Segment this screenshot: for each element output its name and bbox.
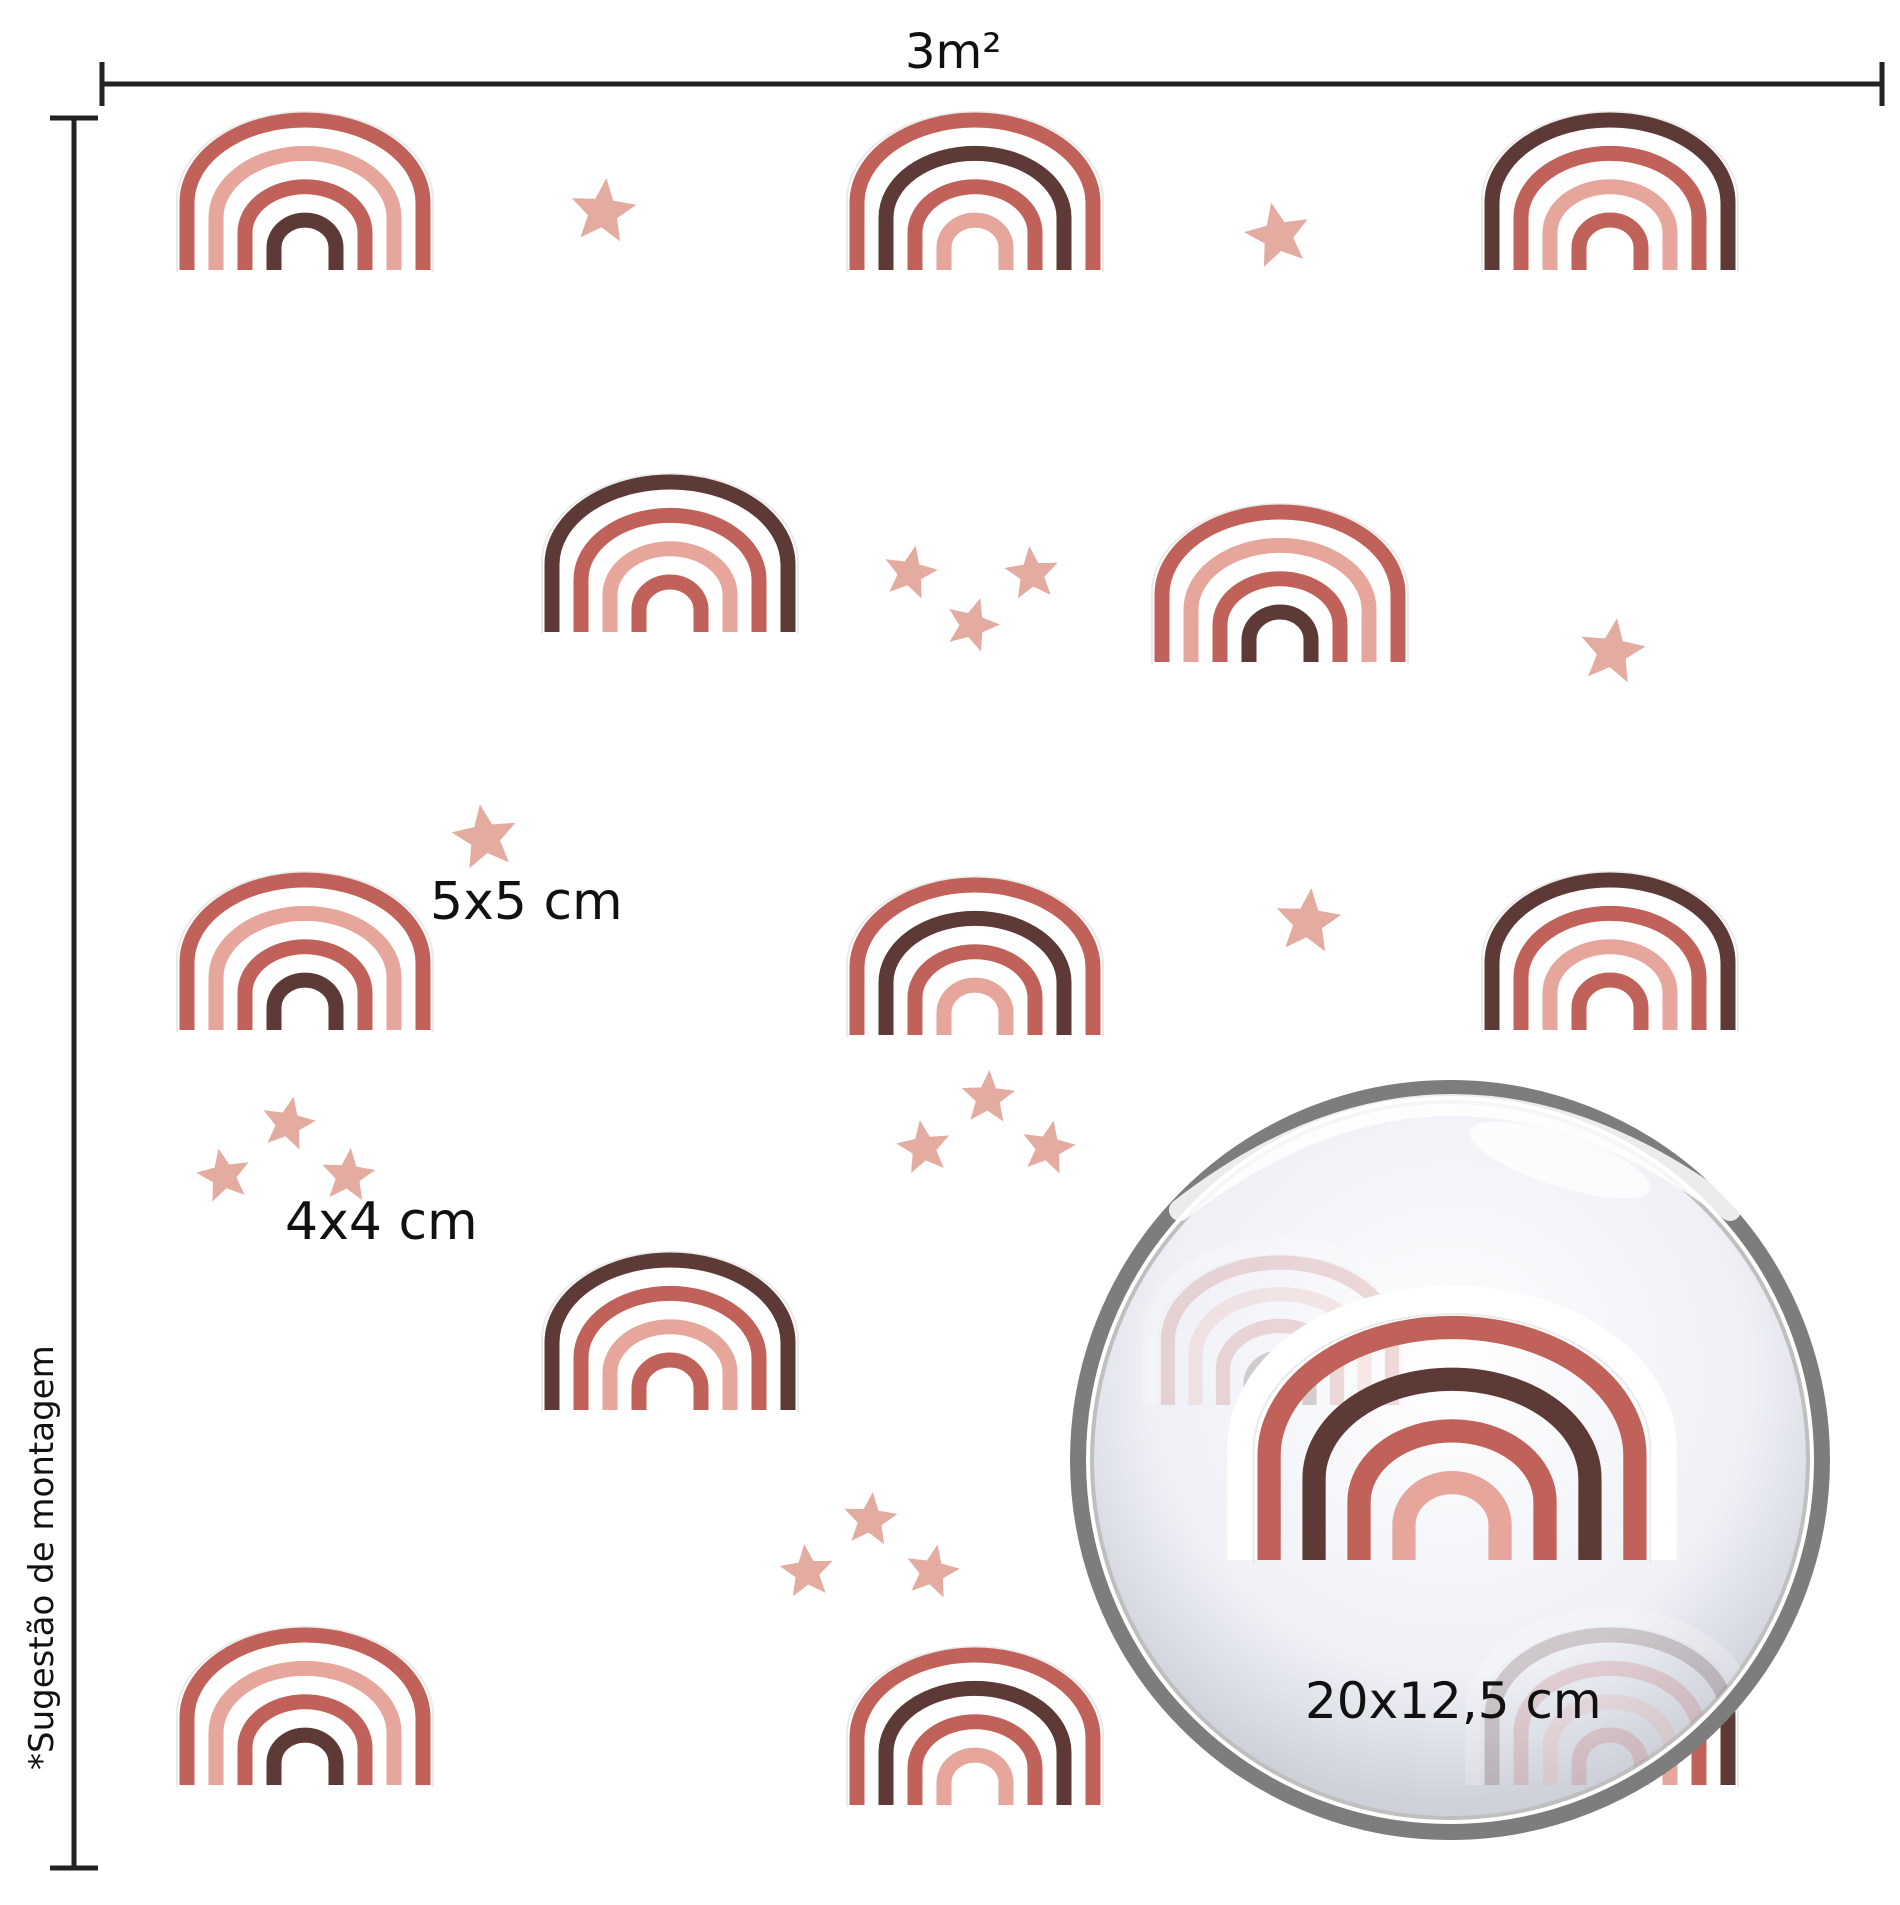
magnifier-lens-icon: [1070, 1080, 1830, 1840]
star-sticker-icon: [779, 1544, 833, 1597]
rainbow-sticker-icon: [830, 93, 1120, 272]
star-sticker-icon: [1581, 618, 1646, 683]
large-star-size-label: 5x5 cm: [430, 872, 623, 932]
rainbow-sticker-icon: [830, 858, 1120, 1037]
star-sticker-icon: [1023, 1120, 1076, 1174]
star-sticker-icon: [885, 545, 938, 599]
star-sticker-icon: [451, 804, 516, 869]
star-sticker-icon: [961, 1070, 1015, 1122]
star-sticker-icon: [571, 178, 637, 242]
star-sticker-icon: [896, 1120, 949, 1173]
width-dimension-line: [99, 62, 1885, 106]
zoomed-rainbow-sticker-icon: [1227, 1285, 1677, 1562]
star-sticker-icon: [844, 1492, 898, 1545]
rainbow-sticker-icon: [160, 853, 450, 1032]
rainbow-sticker-icon: [1135, 485, 1425, 664]
width-dimension-label: 3m²: [905, 24, 1002, 80]
rainbow-size-label: 20x12,5 cm: [1305, 1672, 1602, 1730]
rainbow-sticker-icon: [1465, 93, 1755, 272]
star-sticker-icon: [949, 598, 1000, 652]
rainbow-sticker-icon: [160, 1608, 450, 1787]
rainbow-sticker-icon: [160, 93, 450, 272]
mounting-suggestion-note: *Sugestão de montagem: [22, 1345, 62, 1770]
star-sticker-icon: [263, 1096, 316, 1150]
star-sticker-icon: [907, 1544, 960, 1598]
star-sticker-icon: [322, 1148, 376, 1201]
rainbow-sticker-icon: [1465, 853, 1755, 1032]
star-sticker-icon: [1244, 202, 1308, 267]
star-sticker-icon: [1276, 888, 1342, 952]
star-sticker-icon: [196, 1148, 249, 1202]
height-dimension-line: [50, 115, 98, 1871]
rainbow-sticker-icon: [525, 1233, 815, 1412]
ghost-rainbow-icon: [1465, 1608, 1755, 1787]
rainbow-sticker-icon: [525, 455, 815, 634]
star-sticker-icon: [1004, 546, 1058, 599]
small-star-size-label: 4x4 cm: [285, 1192, 478, 1252]
rainbow-sticker-icon: [830, 1628, 1120, 1807]
